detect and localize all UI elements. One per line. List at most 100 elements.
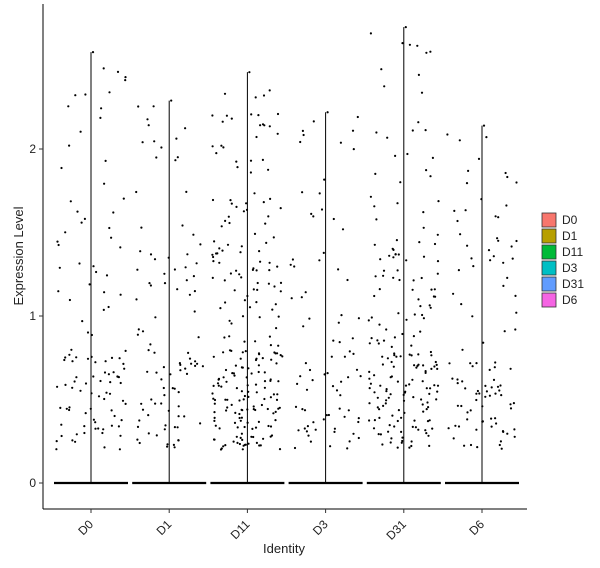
data-point xyxy=(433,242,437,246)
data-point xyxy=(57,290,60,293)
data-point xyxy=(153,351,156,354)
points-D0 xyxy=(55,51,127,451)
data-point xyxy=(112,211,115,214)
data-point xyxy=(434,360,437,364)
data-point xyxy=(105,274,109,277)
data-point xyxy=(414,426,417,429)
data-point xyxy=(397,312,400,315)
data-point xyxy=(388,254,391,257)
data-point xyxy=(459,233,462,236)
data-point xyxy=(236,441,239,444)
data-point xyxy=(290,297,293,300)
data-point xyxy=(184,367,187,370)
data-point xyxy=(83,431,86,435)
data-point xyxy=(309,440,312,443)
data-point xyxy=(429,387,432,390)
data-point xyxy=(107,305,110,309)
data-point xyxy=(259,444,262,447)
data-point xyxy=(267,282,270,285)
data-point xyxy=(100,107,103,110)
data-point xyxy=(506,276,509,279)
data-point xyxy=(373,374,376,377)
data-point xyxy=(136,425,140,428)
data-point xyxy=(434,295,437,298)
data-point xyxy=(475,428,478,431)
data-point xyxy=(464,209,467,212)
data-point xyxy=(255,135,258,139)
data-point xyxy=(509,403,512,406)
data-point xyxy=(195,262,198,265)
legend-label-D3: D3 xyxy=(562,261,578,275)
data-point xyxy=(75,433,78,436)
data-point xyxy=(472,265,475,268)
data-point xyxy=(403,411,406,414)
data-point xyxy=(177,415,180,418)
data-point xyxy=(255,391,258,394)
data-point xyxy=(124,349,127,352)
data-point xyxy=(469,409,472,412)
data-point xyxy=(175,137,178,140)
data-point xyxy=(430,354,433,357)
data-point xyxy=(373,205,376,208)
data-point xyxy=(461,348,464,351)
data-point xyxy=(118,448,121,451)
data-point xyxy=(269,344,272,347)
data-point xyxy=(500,394,503,397)
data-point xyxy=(396,202,399,205)
data-point xyxy=(119,381,122,385)
data-point xyxy=(355,368,359,371)
data-point xyxy=(320,208,324,211)
data-point xyxy=(347,409,350,412)
data-point xyxy=(179,369,182,372)
data-point xyxy=(326,111,329,114)
data-point xyxy=(308,317,311,320)
legend-swatch-D31 xyxy=(541,276,557,292)
data-point xyxy=(102,67,105,70)
data-point xyxy=(243,443,247,446)
data-point xyxy=(147,432,150,435)
data-point xyxy=(391,414,394,417)
data-point xyxy=(293,265,296,268)
data-point xyxy=(410,444,413,448)
data-point xyxy=(318,259,321,262)
data-point xyxy=(173,268,176,271)
data-point xyxy=(393,352,396,355)
data-point xyxy=(437,200,440,203)
data-point xyxy=(124,79,127,82)
data-point xyxy=(419,305,422,308)
data-point xyxy=(63,358,66,362)
data-point xyxy=(430,288,433,291)
data-point xyxy=(179,363,182,366)
data-point xyxy=(390,345,393,348)
data-point xyxy=(417,428,420,431)
data-point xyxy=(368,402,371,405)
data-point xyxy=(99,116,102,119)
data-point xyxy=(263,124,266,127)
data-point xyxy=(110,356,114,359)
legend-label-D11: D11 xyxy=(562,245,583,259)
data-point xyxy=(429,175,432,178)
data-point xyxy=(436,260,440,263)
data-point xyxy=(262,201,265,204)
data-point xyxy=(422,255,426,258)
data-point xyxy=(117,425,120,428)
data-point xyxy=(515,311,518,314)
data-point xyxy=(199,422,202,425)
data-point xyxy=(417,73,420,76)
data-point xyxy=(255,357,258,360)
data-point xyxy=(293,446,297,450)
data-point xyxy=(480,198,483,201)
data-point xyxy=(149,284,152,287)
data-point xyxy=(258,444,261,447)
data-point xyxy=(172,443,175,446)
data-point xyxy=(187,351,190,354)
data-point xyxy=(369,195,372,198)
data-point xyxy=(425,408,428,411)
data-point xyxy=(147,414,150,417)
data-point xyxy=(255,269,258,272)
data-point xyxy=(312,120,315,123)
data-point xyxy=(71,439,74,442)
data-point xyxy=(146,370,149,373)
data-point xyxy=(90,355,93,358)
data-point xyxy=(55,448,58,451)
